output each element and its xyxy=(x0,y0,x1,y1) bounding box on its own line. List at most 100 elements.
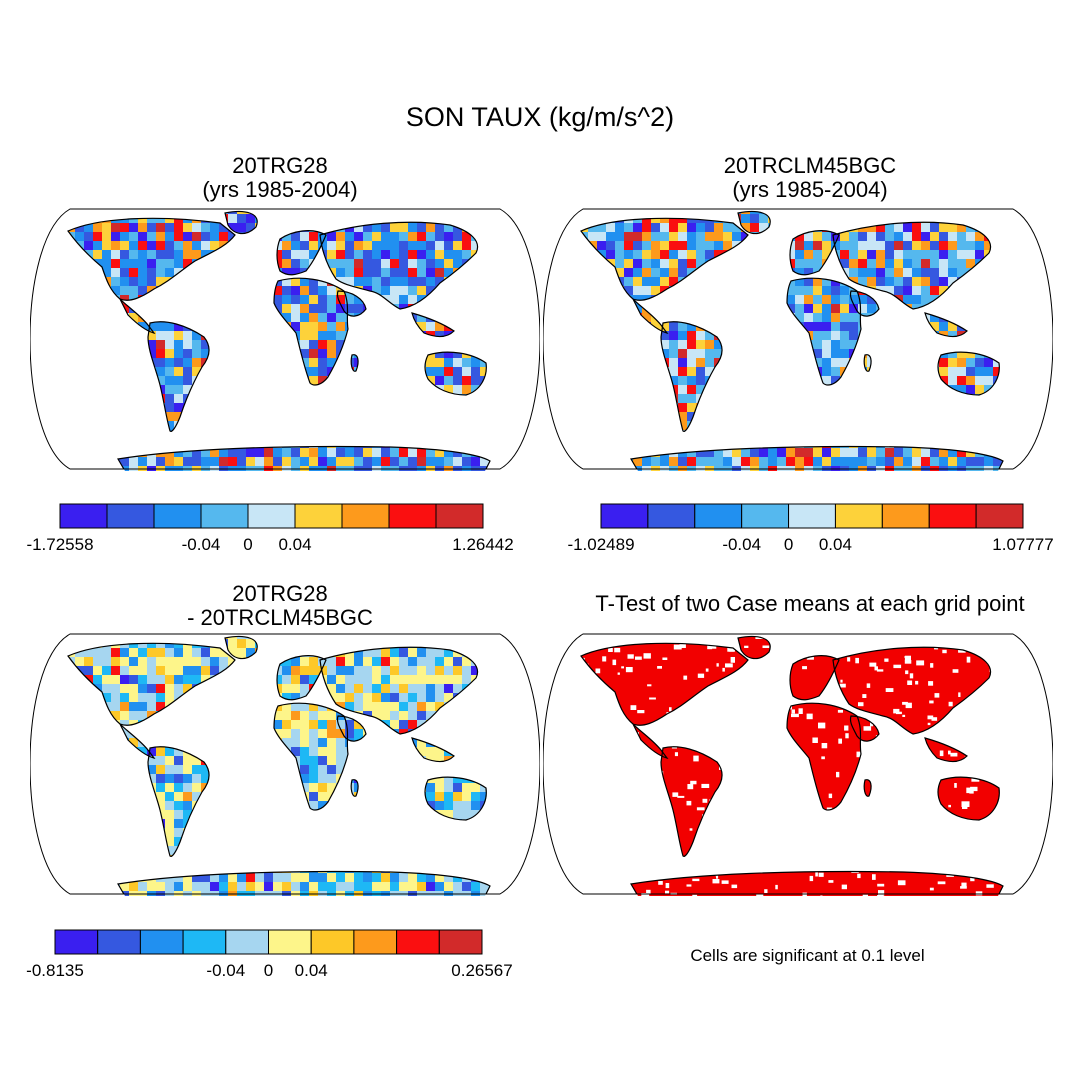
grid-cell xyxy=(831,322,840,331)
grid-cell xyxy=(327,331,336,340)
grid-cell xyxy=(300,250,309,259)
grid-cell xyxy=(48,205,57,214)
grid-cell xyxy=(588,232,597,241)
grid-cell xyxy=(399,720,408,729)
grid-cell xyxy=(669,367,678,376)
grid-cell xyxy=(525,630,534,639)
coastline-north-america xyxy=(67,217,236,301)
grid-cell xyxy=(273,295,282,304)
grid-cell xyxy=(849,295,858,304)
grid-cell xyxy=(408,241,417,250)
grid-cell xyxy=(1047,214,1053,223)
grid-cell xyxy=(300,738,309,747)
grid-cell xyxy=(840,295,849,304)
grid-cell xyxy=(453,250,462,259)
grid-cell xyxy=(525,232,534,241)
grid-cell xyxy=(390,648,399,657)
grid-cell xyxy=(453,801,462,810)
grid-cell xyxy=(930,259,939,268)
grid-cell xyxy=(678,241,687,250)
grid-cell xyxy=(165,684,174,693)
grid-cell xyxy=(408,675,417,684)
grid-cell xyxy=(669,241,678,250)
grid-cell xyxy=(903,241,912,250)
grid-cell xyxy=(192,358,201,367)
grid-cell xyxy=(444,675,453,684)
grid-cell xyxy=(318,711,327,720)
grid-cell xyxy=(183,666,192,675)
grid-cell xyxy=(309,774,318,783)
grid-cell xyxy=(435,801,444,810)
grid-cell xyxy=(183,457,192,466)
grid-cell xyxy=(336,675,345,684)
grid-cell xyxy=(426,693,435,702)
grid-cell xyxy=(444,783,453,792)
grid-cell xyxy=(345,702,354,711)
grid-cell xyxy=(336,738,345,747)
grid-cell xyxy=(363,268,372,277)
grid-cell xyxy=(840,448,849,457)
grid-cell xyxy=(165,367,174,376)
grid-cell xyxy=(174,358,183,367)
grid-cell xyxy=(372,232,381,241)
coastline-europe xyxy=(789,230,840,276)
coastline-central-america xyxy=(119,298,156,334)
grid-cell xyxy=(822,250,831,259)
grid-cell xyxy=(678,394,687,403)
grid-cell xyxy=(390,684,399,693)
grid-cell xyxy=(876,457,885,466)
map-frame xyxy=(30,208,540,470)
grid-cell xyxy=(111,250,120,259)
grid-cell xyxy=(813,286,822,295)
grid-cell xyxy=(120,666,129,675)
grid-cell xyxy=(831,376,840,385)
grid-cell xyxy=(831,448,840,457)
grid-cell xyxy=(669,340,678,349)
grid-cell xyxy=(39,457,48,466)
grid-cell xyxy=(858,268,867,277)
grid-cell xyxy=(156,259,165,268)
grid-cell xyxy=(687,349,696,358)
grid-cell xyxy=(732,448,741,457)
grid-cell xyxy=(480,457,489,466)
grid-cell xyxy=(336,666,345,675)
grid-cell xyxy=(174,232,183,241)
grid-cell xyxy=(201,648,210,657)
grid-cell xyxy=(822,358,831,367)
grid-cell xyxy=(615,241,624,250)
grid-cell xyxy=(363,241,372,250)
grid-cell xyxy=(381,702,390,711)
grid-cell xyxy=(417,666,426,675)
grid-cell xyxy=(894,457,903,466)
grid-cell xyxy=(372,457,381,466)
grid-cell xyxy=(417,675,426,684)
grid-cell xyxy=(282,313,291,322)
grid-cell xyxy=(741,448,750,457)
grid-cell xyxy=(597,223,606,232)
grid-cell xyxy=(381,648,390,657)
grid-cell xyxy=(309,331,318,340)
grid-cell xyxy=(192,367,201,376)
grid-cell xyxy=(471,457,480,466)
grid-cell xyxy=(102,675,111,684)
grid-cell xyxy=(327,259,336,268)
grid-cell xyxy=(435,684,444,693)
grid-cell xyxy=(165,385,174,394)
grid-cell xyxy=(417,448,426,457)
grid-cell xyxy=(318,313,327,322)
map-2 xyxy=(543,208,1053,471)
grid-cell xyxy=(300,657,309,666)
grid-cell xyxy=(129,675,138,684)
grid-cell xyxy=(660,223,669,232)
grid-cell xyxy=(183,657,192,666)
grid-cell xyxy=(831,295,840,304)
grid-cell xyxy=(525,466,534,473)
grid-cell xyxy=(336,765,345,774)
grid-cell xyxy=(183,801,192,810)
grid-cell xyxy=(381,232,390,241)
grid-cell xyxy=(453,792,462,801)
grid-cell xyxy=(210,223,219,232)
grid-cell xyxy=(327,738,336,747)
grid-cell xyxy=(183,358,192,367)
grid-cell xyxy=(165,340,174,349)
